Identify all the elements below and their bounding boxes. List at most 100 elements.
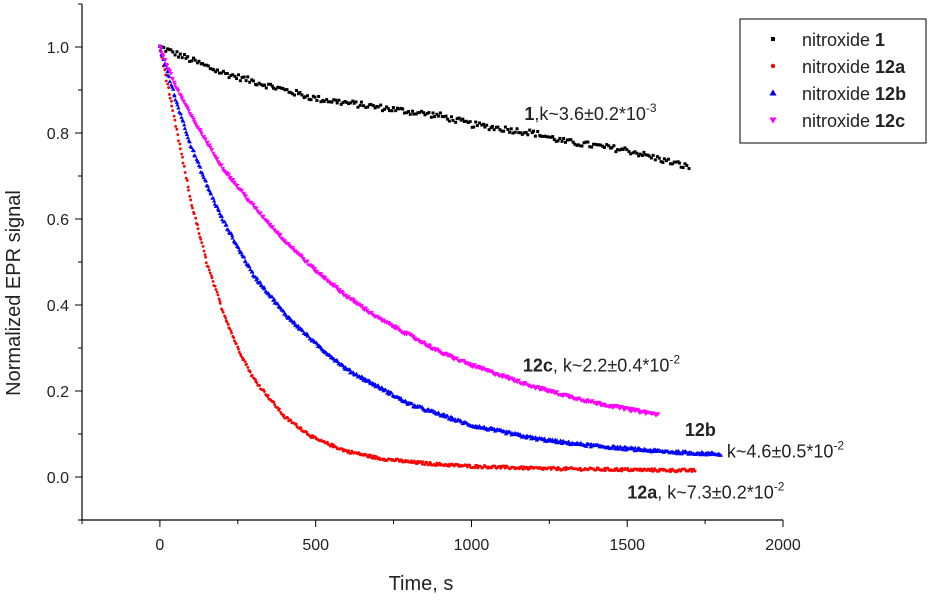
data-point xyxy=(409,401,415,406)
data-point xyxy=(196,160,201,164)
data-point xyxy=(669,162,673,166)
data-point xyxy=(451,118,455,122)
data-point xyxy=(502,464,506,468)
data-point xyxy=(200,241,204,245)
data-point xyxy=(673,160,677,164)
data-point xyxy=(232,180,237,185)
data-point xyxy=(383,387,388,392)
data-point xyxy=(627,150,631,154)
data-point xyxy=(171,109,175,113)
data-point xyxy=(170,77,175,82)
data-point xyxy=(670,162,674,166)
data-point xyxy=(187,139,192,144)
data-point xyxy=(402,111,406,115)
data-point xyxy=(455,117,459,121)
data-point xyxy=(176,89,181,93)
data-point xyxy=(225,320,229,324)
data-point xyxy=(243,360,247,363)
data-point xyxy=(218,301,222,305)
data-point xyxy=(186,109,192,113)
data-point xyxy=(189,113,194,118)
data-point xyxy=(211,280,215,283)
data-point xyxy=(390,109,394,113)
data-point xyxy=(607,144,611,148)
data-point xyxy=(185,179,189,182)
data-point xyxy=(509,127,513,131)
y-tick-label: 0.6 xyxy=(47,212,69,229)
data-point xyxy=(188,59,192,63)
series-12b xyxy=(157,44,723,457)
data-point xyxy=(420,109,424,113)
data-point xyxy=(172,93,177,98)
data-point xyxy=(341,101,345,105)
x-tick-label: 1000 xyxy=(454,537,490,554)
data-point xyxy=(457,116,461,120)
data-point xyxy=(511,377,516,382)
data-point xyxy=(313,95,317,99)
data-point xyxy=(242,358,246,361)
data-point xyxy=(205,140,210,145)
data-point xyxy=(626,466,630,470)
data-point xyxy=(359,304,365,308)
data-point xyxy=(303,95,307,99)
annotation-bold: 12a xyxy=(627,483,658,503)
data-point xyxy=(525,465,529,469)
data-point xyxy=(614,150,618,154)
data-point xyxy=(467,362,473,367)
data-point xyxy=(447,119,451,123)
data-point xyxy=(209,274,213,277)
annotation-text: k~4.6±0.5*10 xyxy=(727,442,833,462)
data-point xyxy=(580,144,584,148)
data-point xyxy=(485,123,489,127)
data-point xyxy=(477,121,481,125)
data-point xyxy=(202,249,206,253)
data-point xyxy=(239,189,245,193)
data-point xyxy=(173,118,177,122)
data-point xyxy=(182,126,188,131)
data-point xyxy=(693,469,697,473)
x-axis-label: Time, s xyxy=(389,573,454,595)
data-point xyxy=(305,259,310,264)
data-point xyxy=(212,68,216,72)
data-point xyxy=(618,148,622,152)
data-point xyxy=(631,151,635,155)
data-point xyxy=(177,139,180,143)
data-point xyxy=(304,331,310,336)
data-point xyxy=(197,59,201,63)
annotation-exponent: -2 xyxy=(774,480,785,494)
data-point xyxy=(203,253,207,257)
data-point xyxy=(217,297,221,301)
data-point xyxy=(650,467,654,471)
data-point xyxy=(179,115,184,119)
annotation-text: , k~2.2±0.4*10 xyxy=(553,356,669,376)
data-point xyxy=(197,232,201,235)
data-point xyxy=(590,399,595,403)
data-point xyxy=(506,127,510,131)
data-point xyxy=(473,466,477,470)
data-point xyxy=(211,195,216,200)
data-point xyxy=(215,68,219,72)
data-point xyxy=(571,140,575,144)
data-point xyxy=(679,165,683,169)
data-point xyxy=(242,254,247,259)
data-point xyxy=(206,64,210,68)
legend-entry-prefix: nitroxide xyxy=(802,30,875,50)
data-point xyxy=(496,125,500,129)
data-point xyxy=(295,88,299,92)
data-point xyxy=(184,56,188,60)
data-point xyxy=(461,117,465,121)
data-point xyxy=(205,63,209,67)
data-point xyxy=(167,69,173,74)
data-point xyxy=(309,98,313,102)
data-point xyxy=(287,90,291,94)
annotation-text: , k~7.3±0.2*10 xyxy=(657,483,773,503)
data-point xyxy=(356,105,360,109)
data-point xyxy=(187,112,193,116)
data-point xyxy=(362,104,366,108)
data-point xyxy=(599,143,603,147)
data-series xyxy=(157,44,723,474)
data-point xyxy=(558,136,562,140)
annotation-exponent: -3 xyxy=(646,101,657,115)
data-point xyxy=(637,154,641,158)
